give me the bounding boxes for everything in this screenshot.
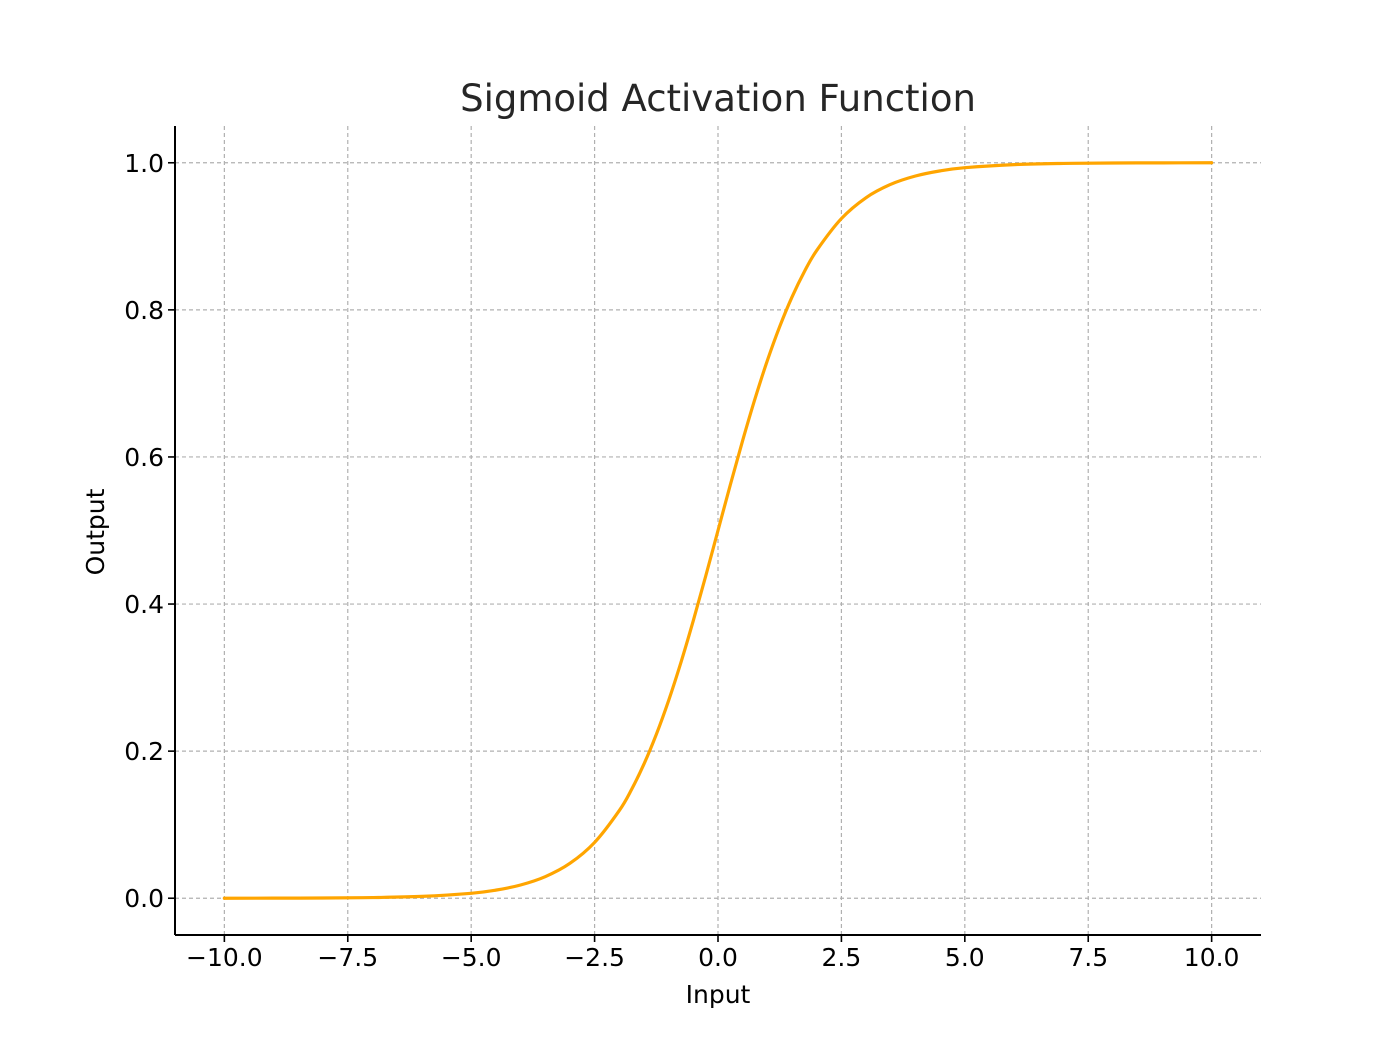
x-tick-label: 7.5 [1068, 943, 1108, 972]
x-tick-label: −5.0 [441, 943, 502, 972]
y-tick-label: 0.6 [124, 443, 164, 472]
y-tick-label: 0.8 [124, 296, 164, 325]
y-tick-label: 1.0 [124, 149, 164, 178]
y-tick-label: 0.2 [124, 737, 164, 766]
x-axis-ticks: −10.0 −7.5 −5.0 −2.5 0.0 2.5 5.0 7.5 10.0 [186, 935, 1239, 972]
x-tick-label: 2.5 [822, 943, 862, 972]
x-tick-label: 10.0 [1184, 943, 1240, 972]
y-tick-label: 0.0 [124, 884, 164, 913]
x-tick-label: −10.0 [186, 943, 263, 972]
x-tick-label: −7.5 [317, 943, 378, 972]
chart-title: Sigmoid Activation Function [460, 77, 976, 120]
x-tick-label: 5.0 [945, 943, 985, 972]
series-layer [222, 161, 1214, 900]
x-tick-label: 0.0 [698, 943, 738, 972]
x-axis-label: Input [686, 980, 751, 1009]
y-axis-label: Output [81, 488, 110, 575]
x-tick-label: −2.5 [564, 943, 625, 972]
y-axis-ticks: 0.0 0.2 0.4 0.6 0.8 1.0 [124, 149, 175, 913]
series-line [222, 161, 1214, 900]
y-tick-label: 0.4 [124, 590, 164, 619]
